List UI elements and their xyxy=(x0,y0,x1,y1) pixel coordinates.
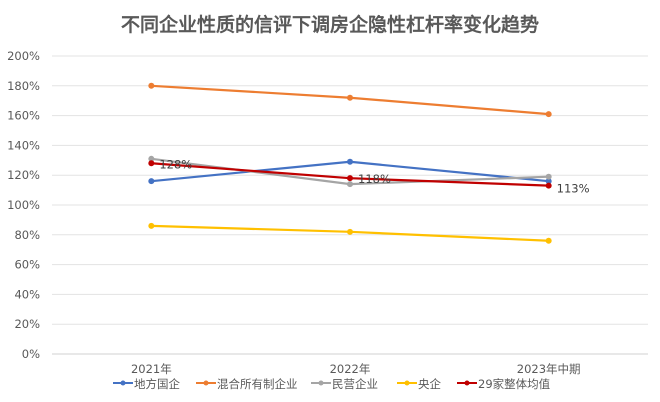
legend-marker xyxy=(120,380,126,386)
y-tick-label: 120% xyxy=(7,168,40,182)
data-point xyxy=(545,173,552,180)
y-tick-label: 140% xyxy=(7,138,40,152)
data-label: 118% xyxy=(358,172,391,186)
x-tick-label: 2021年 xyxy=(131,362,172,376)
data-point xyxy=(347,181,353,188)
y-tick-label: 80% xyxy=(14,228,40,242)
chart-title: 不同企业性质的信评下调房企隐性杠杆率变化趋势 xyxy=(120,14,539,36)
data-point xyxy=(545,182,552,189)
data-label: 128% xyxy=(159,157,192,171)
y-tick-label: 0% xyxy=(22,347,40,361)
x-tick-label: 2023年中期 xyxy=(517,362,581,376)
data-point xyxy=(347,228,353,235)
data-point xyxy=(347,175,353,182)
legend-label: 央企 xyxy=(418,377,441,391)
data-label: 113% xyxy=(557,182,590,196)
data-point xyxy=(545,237,552,244)
y-tick-label: 160% xyxy=(7,109,40,123)
y-tick-label: 20% xyxy=(14,317,40,331)
y-tick-label: 40% xyxy=(14,287,40,301)
y-tick-label: 200% xyxy=(7,49,40,63)
data-point xyxy=(347,158,353,165)
data-point xyxy=(545,178,552,185)
legend-label: 29家整体均值 xyxy=(478,377,551,391)
legend-label: 混合所有制企业 xyxy=(217,377,298,391)
legend-marker xyxy=(203,380,209,386)
data-point xyxy=(148,160,155,167)
data-point xyxy=(148,178,155,185)
legend-marker xyxy=(318,380,324,386)
legend-label: 民营企业 xyxy=(332,377,378,391)
legend-marker xyxy=(464,380,470,386)
legend-label: 地方国企 xyxy=(134,377,180,391)
data-point xyxy=(347,94,353,101)
y-tick-label: 60% xyxy=(14,258,40,272)
data-point xyxy=(148,222,155,229)
data-point xyxy=(148,82,155,89)
y-tick-label: 100% xyxy=(7,198,40,212)
data-point xyxy=(545,111,552,118)
x-tick-label: 2022年 xyxy=(330,362,371,376)
legend-marker xyxy=(404,380,410,386)
data-point xyxy=(148,155,155,162)
y-tick-label: 180% xyxy=(7,79,40,93)
